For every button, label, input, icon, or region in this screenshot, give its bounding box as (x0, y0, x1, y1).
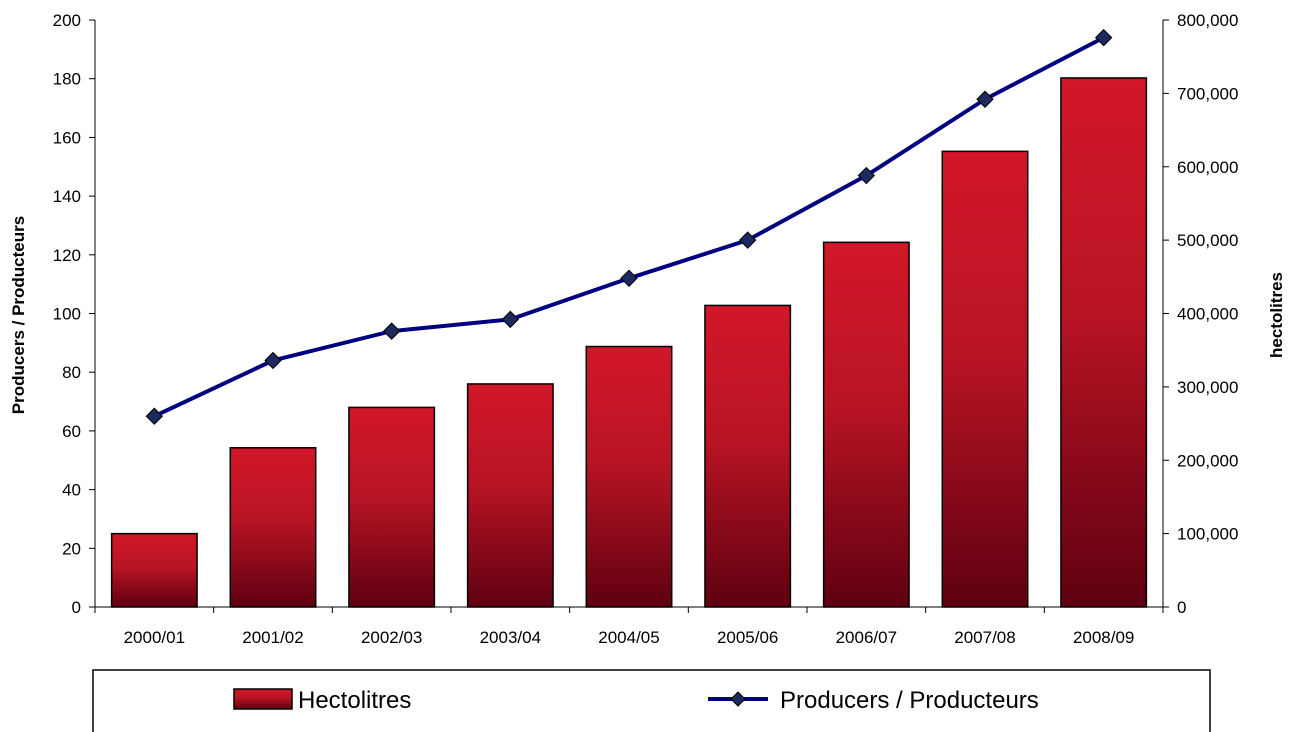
right-tick-label: 200,000 (1177, 451, 1238, 470)
bar-hectolitres-1 (229, 447, 317, 608)
left-axis-title: Producers / Producteurs (9, 216, 28, 414)
left-tick-label: 40 (62, 481, 81, 500)
bar-hectolitres-5 (704, 304, 792, 608)
x-tick-label: 2000/01 (124, 628, 185, 647)
producers-marker-1 (264, 351, 282, 370)
x-tick-label: 2006/07 (836, 628, 897, 647)
tick-labels: 0 20 40 60 80 100 120 140 160 180 200 0 100,000 200,0… (53, 11, 1239, 647)
right-tick-label: 500,000 (1177, 231, 1238, 250)
right-tick-label: 600,000 (1177, 158, 1238, 177)
left-tick-label: 60 (62, 422, 81, 441)
bar-hectolitres-8 (1060, 77, 1148, 608)
bar-hectolitres-7 (941, 150, 1029, 608)
left-tick-label: 200 (53, 11, 81, 30)
right-axis-title: hectolitres (1267, 272, 1286, 358)
x-tick-label: 2007/08 (954, 628, 1015, 647)
right-tick-label: 800,000 (1177, 11, 1238, 30)
producers-marker-2 (382, 322, 401, 340)
left-tick-label: 120 (53, 246, 81, 265)
bar-hectolitres-2 (348, 406, 436, 608)
left-tick-label: 100 (53, 305, 81, 324)
right-tick-label: 0 (1177, 598, 1186, 617)
legend-swatch-hectolitres (233, 688, 293, 710)
x-tick-label: 2008/09 (1073, 628, 1134, 647)
bar-hectolitres-4 (585, 345, 673, 608)
producers-marker-0 (145, 407, 164, 425)
left-tick-label: 0 (72, 598, 81, 617)
left-tick-label: 160 (53, 128, 81, 147)
producers-marker-8 (1094, 28, 1113, 47)
bars-series (110, 77, 1148, 608)
right-tick-label: 100,000 (1177, 525, 1238, 544)
producers-marker-5 (738, 231, 757, 249)
bar-hectolitres-3 (466, 383, 554, 608)
x-tick-label: 2005/06 (717, 628, 778, 647)
left-tick-label: 140 (53, 187, 81, 206)
producers-line-series (145, 28, 1113, 425)
producers-marker-4 (620, 269, 638, 287)
left-tick-label: 80 (62, 363, 81, 382)
bar-hectolitres-0 (110, 532, 198, 608)
producers-marker-3 (501, 310, 520, 329)
x-tick-label: 2004/05 (598, 628, 659, 647)
axes (89, 19, 1169, 613)
right-tick-label: 300,000 (1177, 378, 1238, 397)
left-tick-label: 20 (62, 539, 81, 558)
x-tick-label: 2001/02 (242, 628, 303, 647)
legend-label-producers: Producers / Producteurs (780, 687, 1039, 714)
bar-hectolitres-6 (822, 241, 910, 608)
x-tick-label: 2002/03 (361, 628, 422, 647)
right-tick-label: 700,000 (1177, 84, 1238, 103)
legend: Hectolitres Producers / Producteurs (92, 669, 1211, 732)
legend-label-hectolitres: Hectolitres (298, 687, 411, 714)
producers-marker-6 (857, 166, 876, 185)
left-tick-label: 180 (53, 70, 81, 89)
producers-marker-7 (976, 90, 994, 108)
legend-swatch-producers-marker (730, 691, 746, 707)
x-tick-label: 2003/04 (480, 628, 541, 647)
right-tick-label: 400,000 (1177, 305, 1238, 324)
